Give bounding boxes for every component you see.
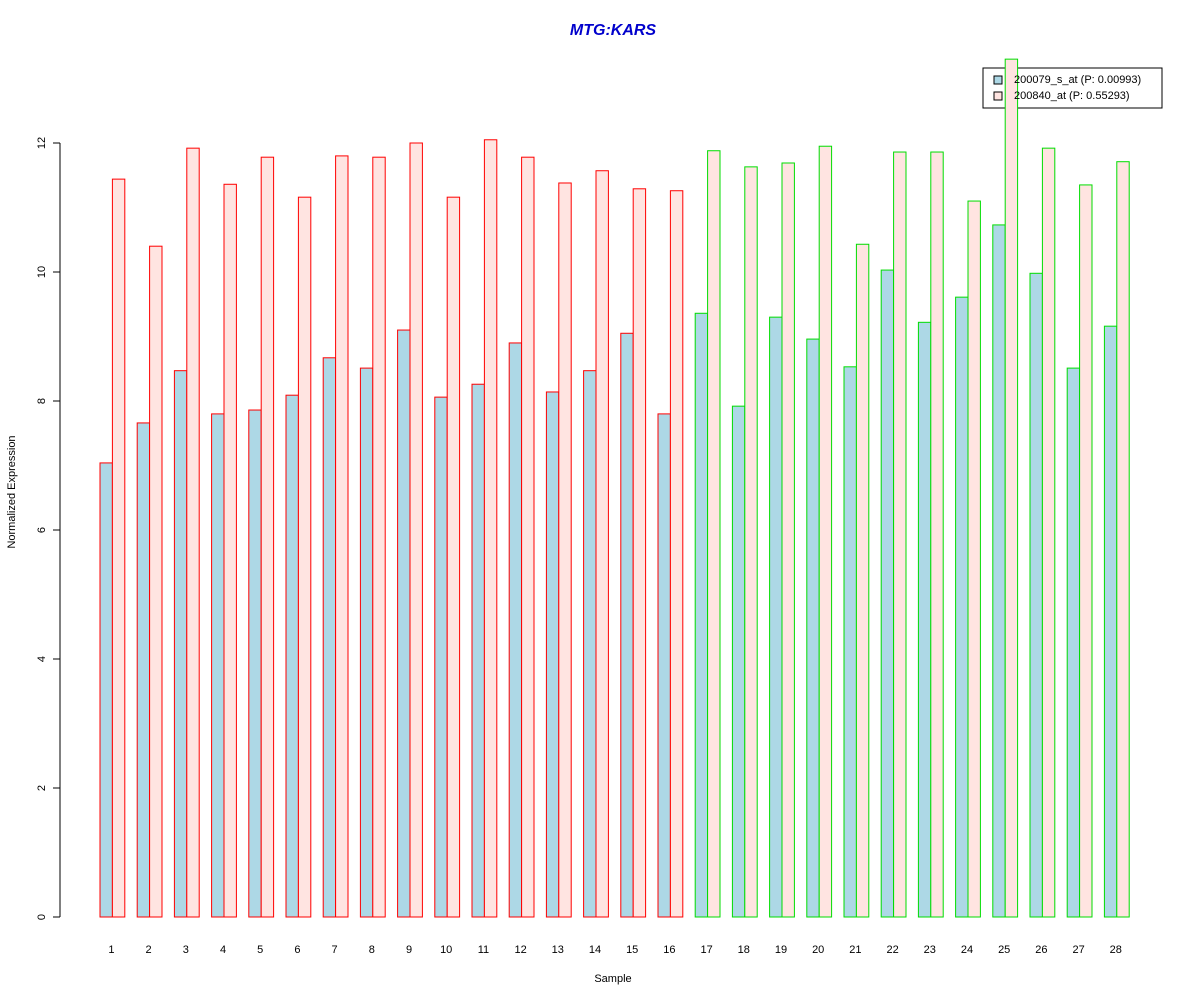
- y-tick-label: 12: [36, 137, 48, 149]
- bar: [632, 188, 647, 918]
- bar: [1116, 161, 1130, 918]
- bar: [285, 394, 299, 918]
- bar: [248, 409, 262, 918]
- bar: [297, 196, 312, 918]
- bar: [1066, 367, 1081, 918]
- bar: [521, 156, 535, 918]
- x-tick-label: 18: [738, 944, 750, 956]
- bar: [397, 329, 411, 918]
- bar: [992, 224, 1006, 918]
- x-tick-label: 9: [406, 944, 412, 956]
- x-tick-label: 10: [440, 944, 452, 956]
- bar: [769, 316, 783, 918]
- y-tick-label: 2: [36, 785, 48, 791]
- bar: [1079, 184, 1093, 918]
- bar: [99, 462, 113, 918]
- y-tick-label: 10: [36, 266, 48, 278]
- bar: [111, 178, 126, 918]
- bar: [558, 182, 572, 918]
- y-tick-label: 6: [36, 527, 48, 533]
- bar: [186, 147, 200, 918]
- bar: [855, 243, 870, 918]
- bar: [694, 312, 709, 918]
- x-tick-label: 17: [700, 944, 712, 956]
- bar: [136, 422, 151, 918]
- x-tick-label: 21: [849, 944, 861, 956]
- bar: [583, 370, 597, 918]
- bar: [223, 183, 237, 918]
- bar: [359, 367, 374, 918]
- bar: [409, 142, 423, 918]
- legend-swatch: [993, 75, 1003, 85]
- bar: [372, 156, 386, 918]
- bar: [211, 413, 225, 918]
- bar: [657, 413, 671, 918]
- x-tick-label: 27: [1072, 944, 1084, 956]
- bar: [471, 383, 485, 918]
- x-tick-label: 15: [626, 944, 638, 956]
- y-tick-label: 8: [36, 398, 48, 404]
- y-axis-label: Normalized Expression: [6, 435, 18, 548]
- x-tick-label: 16: [663, 944, 675, 956]
- x-tick-label: 20: [812, 944, 824, 956]
- x-tick-label: 2: [146, 944, 152, 956]
- bar: [955, 296, 969, 918]
- bar: [818, 145, 833, 918]
- bar: [1041, 147, 1056, 918]
- bar: [620, 332, 634, 918]
- x-tick-label: 8: [369, 944, 375, 956]
- bar: [434, 396, 448, 918]
- x-tick-label: 23: [924, 944, 936, 956]
- x-tick-label: 1: [108, 944, 114, 956]
- x-tick-label: 14: [589, 944, 601, 956]
- bar: [930, 151, 944, 918]
- x-tick-label: 13: [552, 944, 564, 956]
- x-tick-label: 5: [257, 944, 263, 956]
- legend-label: 200079_s_at (P: 0.00993): [1014, 74, 1141, 86]
- bar: [1103, 325, 1118, 918]
- x-axis-label: Sample: [594, 973, 631, 985]
- bar: [508, 342, 523, 918]
- x-tick-label: 22: [886, 944, 898, 956]
- bar: [545, 391, 560, 918]
- x-tick-label: 24: [961, 944, 973, 956]
- legend-swatch: [993, 91, 1003, 101]
- legend-label: 200840_at (P: 0.55293): [1014, 90, 1130, 102]
- bar: [322, 357, 337, 918]
- bar: [707, 150, 721, 918]
- bar: [669, 190, 684, 918]
- bar: [843, 366, 857, 918]
- bar: [483, 139, 498, 918]
- bar: [446, 196, 461, 918]
- bar: [1004, 58, 1019, 918]
- y-tick-label: 4: [36, 656, 48, 662]
- bar: [781, 162, 795, 918]
- bar: [967, 200, 981, 918]
- bar: [173, 370, 188, 918]
- bar: [149, 245, 163, 918]
- x-tick-label: 4: [220, 944, 226, 956]
- x-tick-label: 28: [1110, 944, 1122, 956]
- bar: [335, 155, 349, 918]
- x-tick-label: 7: [332, 944, 338, 956]
- y-tick-label: 0: [36, 914, 48, 920]
- x-tick-label: 6: [294, 944, 300, 956]
- bar: [744, 166, 758, 918]
- x-tick-label: 3: [183, 944, 189, 956]
- chart-title: MTG:KARS: [570, 22, 657, 39]
- x-tick-label: 11: [478, 944, 489, 956]
- bar: [880, 269, 895, 918]
- bar: [893, 151, 907, 918]
- bar: [595, 170, 609, 918]
- bar: [806, 338, 820, 918]
- bar: [260, 156, 275, 918]
- bar: [731, 405, 746, 918]
- bar: [1029, 272, 1043, 918]
- x-tick-label: 19: [775, 944, 787, 956]
- x-tick-label: 12: [514, 944, 526, 956]
- x-tick-label: 26: [1035, 944, 1047, 956]
- x-tick-label: 25: [998, 944, 1010, 956]
- bar: [917, 321, 932, 918]
